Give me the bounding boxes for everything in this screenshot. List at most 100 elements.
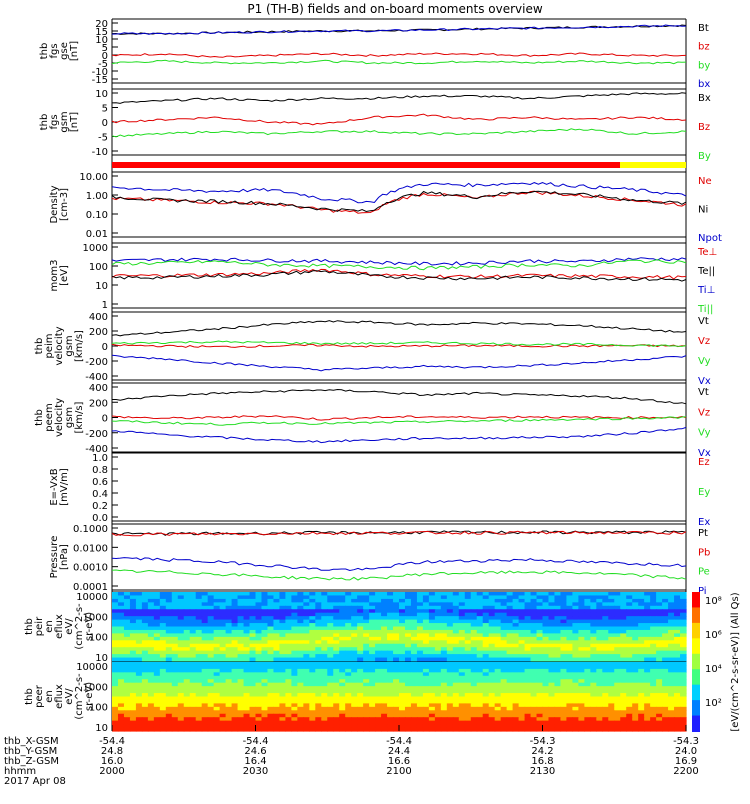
x-axis-row-label: hhmm [4,766,36,777]
y-axis-label: (cm^2-s- [74,603,85,650]
chart-title: P1 (TH-B) fields and on-board moments ov… [247,2,543,16]
y-tick-label: 15 [95,27,108,38]
y-axis-label: sr-eV) [84,612,95,641]
y-axis-label: thb [24,618,35,635]
spectrogram [112,592,687,662]
legend-vz: Vz [698,336,710,347]
series-line-vy [111,416,687,426]
y-tick-label: 10000 [76,662,108,673]
legend-ne: Ne [698,176,712,187]
y-tick-label: 10 [95,281,108,292]
y-axis-label: Density [49,185,60,223]
series-line-vz [111,415,687,421]
series-line-pi [111,557,687,572]
legend-ez: Ez [698,457,710,468]
y-tick-label: 200 [89,327,108,338]
y-tick-label: 0.6 [92,477,108,488]
y-tick-label: 0.1000 [73,524,108,535]
y-tick-label: 0 [102,118,108,129]
series-line-pe [111,569,687,581]
legend-vt: Vt [698,387,709,398]
y-axis-label: sr-eV) [84,682,95,711]
y-tick-label: 400 [89,383,108,394]
legend-vx: Vx [698,448,711,459]
y-tick-label: 0.0 [92,513,108,524]
legend-te||: Te|| [697,266,715,277]
legend-vt: Vt [698,316,709,327]
series-line-ni [111,190,687,213]
legend-ni: Ni [698,205,708,216]
spectrogram [112,662,687,732]
y-tick-label: -400 [85,372,108,383]
y-axis-label: eV/ [64,618,75,635]
series-line-bz [111,113,687,126]
y-axis-label: en [44,690,55,703]
y-axis-label: E=-VxB [49,468,60,505]
series-line-by [111,128,687,138]
series-line-bx [111,24,687,35]
legend-vy: Vy [698,428,711,439]
y-tick-label: -5 [98,59,108,70]
y-tick-label: 20 [95,19,108,30]
x-tick-z: 16.9 [675,756,697,767]
x-axis-row-label: thb_X-GSM [4,736,59,747]
y-axis-label: peem [44,403,55,431]
y-tick-label: -15 [92,75,108,86]
y-axis-label: eflux [54,684,65,709]
y-tick-label: 0.0010 [73,563,108,574]
series-line-npot [111,182,687,204]
colorbar-tick: 10⁸ [705,596,722,607]
x-tick-hhmm: 2100 [386,766,411,777]
series-line-bx [111,92,687,104]
y-tick-label: -200 [85,357,108,368]
status-bar-red [112,162,620,168]
x-tick-z: 16.8 [531,756,553,767]
y-axis-label: mom3 [49,260,60,292]
x-tick-hhmm: 2030 [243,766,268,777]
y-axis-label: eV/ [64,688,75,705]
x-tick-hhmm: 2130 [530,766,555,777]
y-tick-label: 0.4 [92,489,108,500]
y-axis-label: [eV] [59,265,70,286]
y-axis-label: [nT] [69,41,80,61]
y-tick-label: 0.10 [86,210,108,221]
series-line-ti|| [111,259,687,271]
y-tick-label: 1.0 [92,453,108,464]
colorbar-label: [eV/(cm^2-s-sr-eV)] (All Qs) [730,592,741,731]
series-line-vt [112,388,687,405]
series-line-te⊥ [111,268,687,280]
y-axis-label: [km/s] [74,330,85,362]
y-tick-label: 5 [102,43,108,54]
y-axis-label: thb [34,338,45,355]
series-line-ne [111,190,687,214]
y-axis-label: [mV/m] [59,468,70,506]
legend-by: by [698,60,710,71]
x-axis-row-label: thb_Y-GSM [4,746,57,757]
legend-vz: Vz [698,407,710,418]
y-tick-label: 1000 [83,243,108,254]
legend-pe: Pe [698,567,710,578]
status-bar-yellow [620,162,686,168]
y-axis-label: velocity [54,326,65,365]
legend-ey: Ey [698,487,710,498]
y-tick-label: 5 [102,104,108,115]
y-tick-label: 1000 [83,612,108,623]
colorbar [692,592,700,732]
y-axis-label: Pressure [49,536,60,579]
y-axis-label: peer [34,684,45,708]
y-axis-label: thb [39,43,50,60]
y-tick-label: 10 [95,89,108,100]
x-tick-y: 24.8 [101,746,123,757]
y-tick-label: 0.0001 [73,582,108,593]
legend-ti||: Ti|| [697,304,713,315]
y-tick-label: 0 [102,51,108,62]
y-tick-label: 0.01 [86,229,108,240]
legend-bz: Bz [698,122,710,133]
y-tick-label: 100 [89,703,108,714]
x-tick-z: 16.0 [101,756,123,767]
legend-ex: Ex [698,517,710,528]
colorbar-tick: 10⁴ [705,664,722,675]
x-tick-x: -54.3 [530,736,556,747]
y-tick-label: 10.00 [79,172,108,183]
